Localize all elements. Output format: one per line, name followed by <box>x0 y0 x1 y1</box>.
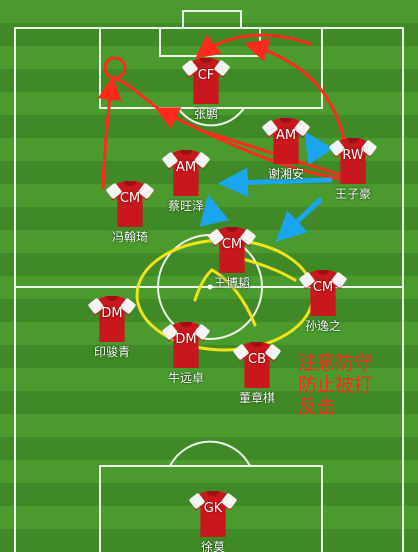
red-run-top-to-left <box>195 33 312 59</box>
dm-centre-position: DM <box>175 332 197 347</box>
dm-centre-name: 牛远卓 <box>167 371 204 385</box>
dm-left-name: 印骏青 <box>93 345 130 359</box>
cm-right-name: 孙逸之 <box>304 319 341 333</box>
player-cm-centre: CM 王博韬 <box>197 227 267 297</box>
blue-arrow-rw-to-am <box>218 167 333 198</box>
player-cm-left: CM 冯翰琦 <box>95 181 165 251</box>
gk-position: GK <box>203 501 223 516</box>
note-line-2: 防止被打 <box>298 374 373 396</box>
red-target-ring <box>103 56 127 80</box>
bottom-penalty-area <box>99 465 323 552</box>
player-cb: CB 董章棋 <box>222 342 292 412</box>
bottom-penalty-arc <box>169 440 251 467</box>
blue-arrow-am-small <box>304 131 334 165</box>
red-pass-rw-to-cf-area <box>154 107 350 182</box>
player-am-left: AM 蔡旺泽 <box>151 150 221 220</box>
blue-arrow-rw-to-cm <box>275 197 323 242</box>
yellow-line-2 <box>210 268 257 327</box>
cm-left-name: 冯翰琦 <box>111 230 148 244</box>
centre-spot <box>207 284 213 290</box>
rw-position: RW <box>342 148 364 163</box>
cm-centre-name: 王博韬 <box>213 276 250 290</box>
am-left-position: AM <box>175 160 197 175</box>
cm-centre-position: CM <box>221 237 243 252</box>
gk-name: 徐莫 <box>200 540 225 552</box>
player-rw: RW 王子豪 <box>318 138 388 208</box>
cb-name: 董章棋 <box>238 391 275 405</box>
rw-name: 王子豪 <box>334 187 371 201</box>
dm-left-position: DM <box>101 306 123 321</box>
player-cm-right: CM 孙逸之 <box>288 270 358 340</box>
red-run-cm-upfield <box>97 76 122 190</box>
red-run-rw-to-top <box>244 38 347 147</box>
blue-arrow-cm-small <box>199 194 229 227</box>
cb-position: CB <box>248 352 266 367</box>
top-goal <box>182 10 242 29</box>
cf-position: CF <box>197 68 215 83</box>
note-line-1: 注意防守 <box>298 352 373 374</box>
cm-left-position: CM <box>119 191 141 206</box>
player-am-right: AM 谢湘安 <box>251 118 321 188</box>
player-gk: GK 徐莫 <box>178 491 248 552</box>
cf-name: 张鹏 <box>193 107 218 121</box>
player-dm-left: DM 印骏青 <box>77 296 147 366</box>
player-dm-centre: DM 牛远卓 <box>151 322 221 392</box>
yellow-line-1 <box>193 268 214 302</box>
note-line-3: 反击 <box>298 396 336 418</box>
am-left-name: 蔡旺泽 <box>167 199 204 213</box>
red-pass-to-target <box>110 76 162 112</box>
am-right-name: 谢湘安 <box>267 167 304 181</box>
player-cf: CF 张鹏 <box>171 58 241 128</box>
top-penalty-arc <box>177 107 245 127</box>
defensive-note: 注意防守 防止被打 反击 <box>298 352 408 418</box>
am-right-position: AM <box>275 128 297 143</box>
cm-right-position: CM <box>312 280 334 295</box>
